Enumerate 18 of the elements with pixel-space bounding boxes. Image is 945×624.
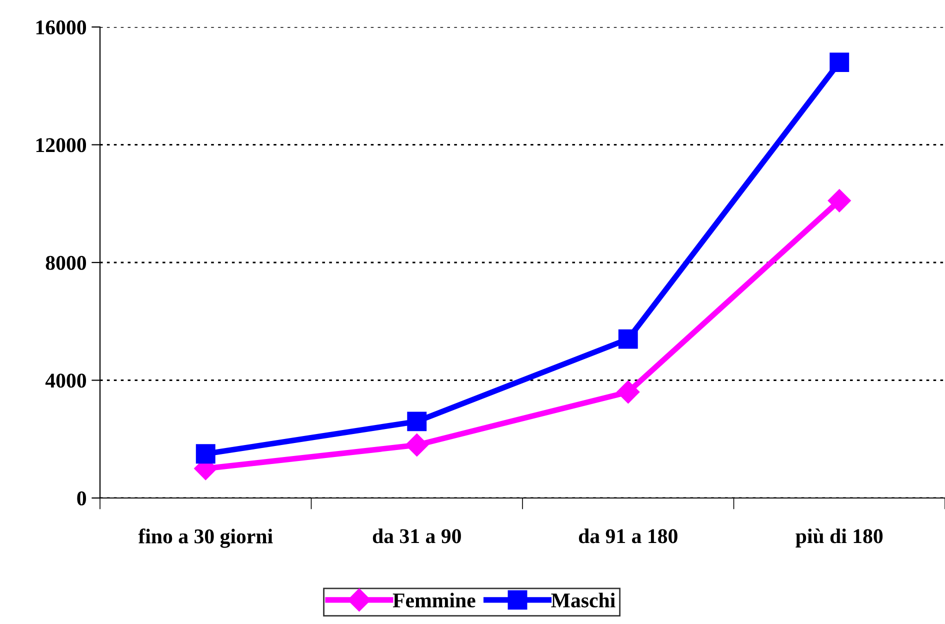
point <box>830 52 850 72</box>
y-tick-label: 0 <box>77 491 86 506</box>
y-tick-label: 12000 <box>36 138 86 152</box>
y-tick-label: 16000 <box>36 20 86 34</box>
point <box>618 329 638 349</box>
x-tick-label: fino a 30 giorni <box>138 528 273 548</box>
legend-label: Maschi <box>551 592 616 608</box>
point <box>616 380 640 404</box>
x-tick-label: da 91 a 180 <box>578 528 678 544</box>
x-tick-label: più di 180 <box>796 528 883 548</box>
point <box>196 444 216 464</box>
point <box>405 434 428 457</box>
y-tick-label: 8000 <box>46 256 86 270</box>
point <box>828 189 851 212</box>
point <box>407 412 427 432</box>
x-tick-label: da 31 a 90 <box>372 528 461 544</box>
legend-label: Femmine <box>392 592 476 608</box>
y-tick-label: 4000 <box>45 374 86 388</box>
